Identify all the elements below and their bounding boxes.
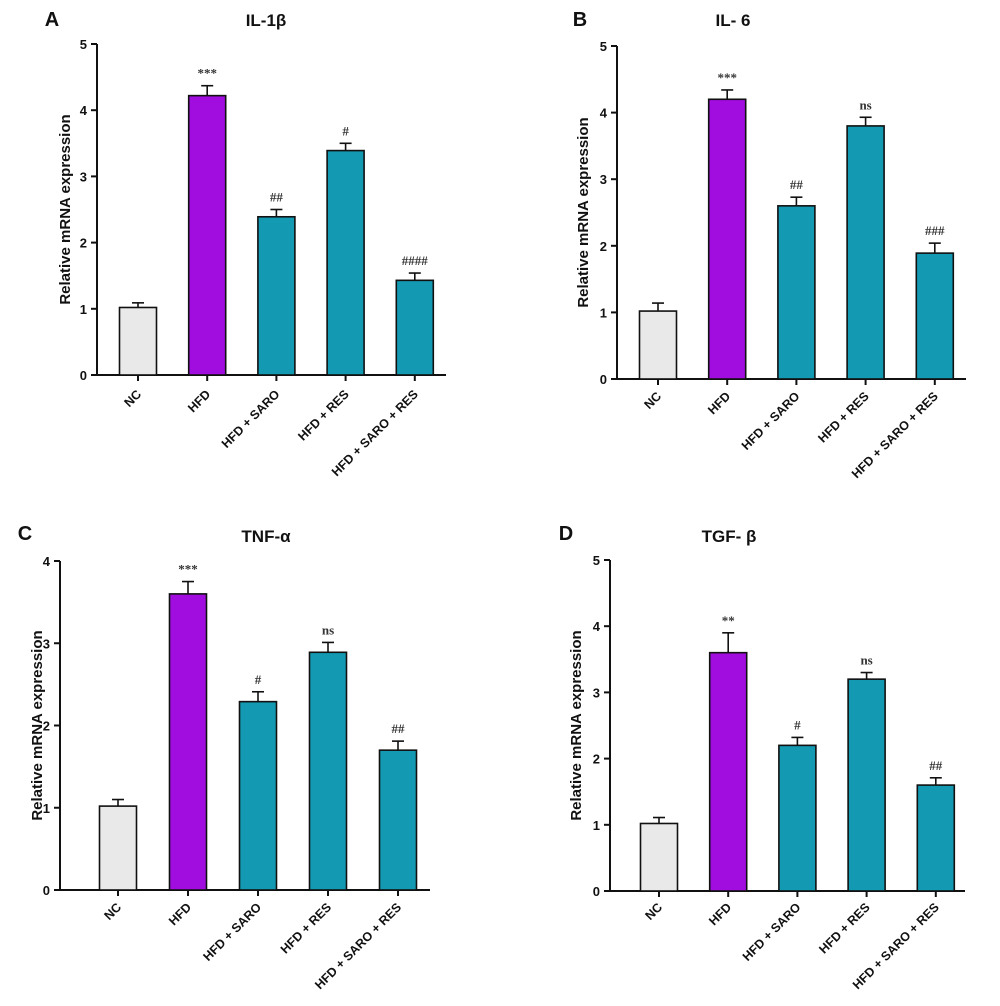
y-tick-label-c: 1 bbox=[43, 801, 50, 816]
chart-title-b: IL- 6 bbox=[716, 11, 751, 30]
bar-a-5 bbox=[395, 279, 435, 376]
bar-c-5 bbox=[378, 749, 418, 891]
y-axis-label-a: Relative mRNA expression bbox=[57, 114, 74, 304]
y-tick-label-b: 3 bbox=[600, 172, 607, 187]
significance-label-b: ### bbox=[925, 223, 945, 238]
bar-b-5 bbox=[915, 252, 955, 380]
chart-d-svg: D TGF- β Relative mRNA expression 0 1 2 3 4 5 NC *… bbox=[559, 523, 965, 992]
bar-d-4 bbox=[847, 678, 886, 892]
bar-a-1 bbox=[118, 306, 158, 376]
significance-label-a: #### bbox=[402, 253, 429, 268]
bar-a-3 bbox=[257, 215, 296, 376]
category-label-d: HFD bbox=[706, 900, 734, 928]
category-label-c: HFD + SARO bbox=[200, 900, 264, 964]
bar-c-1 bbox=[98, 805, 138, 891]
chart-panel-c: C TNF-α Relative mRNA expression 0 1 2 3 4 NC ***… bbox=[0, 510, 500, 1006]
y-tick-label-b: 1 bbox=[600, 305, 607, 320]
y-tick-label-b: 0 bbox=[600, 372, 607, 387]
chart-c-svg: C TNF-α Relative mRNA expression 0 1 2 3 4 NC ***… bbox=[18, 523, 430, 992]
y-tick-label-b: 4 bbox=[600, 106, 608, 121]
y-tick-label-b: 2 bbox=[600, 239, 607, 254]
chart-title-c: TNF-α bbox=[241, 527, 291, 546]
chart-title-d: TGF- β bbox=[702, 527, 757, 546]
category-label-c: NC bbox=[101, 900, 124, 923]
category-label-b: HFD bbox=[705, 389, 733, 417]
y-tick-label-d: 1 bbox=[593, 818, 600, 833]
significance-label-c: ns bbox=[322, 622, 334, 637]
y-tick-label-d: 3 bbox=[593, 685, 600, 700]
y-tick-label-c: 2 bbox=[43, 719, 50, 734]
category-label-b: HFD + RES bbox=[815, 389, 871, 445]
y-tick-label-a: 3 bbox=[80, 169, 87, 184]
chart-panel-d: D TGF- β Relative mRNA expression 0 1 2 3 4 5 NC *… bbox=[520, 510, 1000, 1006]
chart-panel-a: A IL-1β Relative mRNA expression 0 1 2 3 4 5 NC **… bbox=[0, 0, 500, 500]
significance-label-a: # bbox=[342, 123, 349, 138]
chart-b-svg: B IL- 6 Relative mRNA expression 0 1 2 3 4 5 NC **… bbox=[573, 9, 966, 481]
category-label-a: HFD + SARO bbox=[219, 387, 283, 451]
bar-c-4 bbox=[308, 651, 348, 891]
bar-c-3 bbox=[238, 700, 278, 891]
y-tick-label-d: 2 bbox=[593, 752, 600, 767]
y-tick-label-a: 1 bbox=[80, 302, 87, 317]
chart-title-a: IL-1β bbox=[246, 11, 287, 30]
significance-label-d: # bbox=[794, 717, 801, 732]
bar-d-1 bbox=[639, 822, 679, 892]
y-tick-label-a: 0 bbox=[80, 368, 87, 383]
y-tick-label-c: 4 bbox=[43, 554, 51, 569]
bar-b-1 bbox=[638, 310, 678, 380]
y-tick-label-a: 4 bbox=[80, 103, 88, 118]
panel-letter-d: D bbox=[559, 523, 573, 545]
category-label-c: HFD + RES bbox=[278, 900, 334, 956]
y-tick-label-d: 5 bbox=[593, 553, 600, 568]
bar-b-2 bbox=[707, 98, 747, 380]
y-tick-label-b: 5 bbox=[600, 39, 607, 54]
chart-a-svg: A IL-1β Relative mRNA expression 0 1 2 3 4 5 NC **… bbox=[45, 9, 446, 479]
significance-label-d: ** bbox=[722, 613, 735, 628]
y-tick-label-a: 5 bbox=[80, 37, 87, 52]
significance-label-c: ## bbox=[392, 721, 406, 736]
significance-label-b: ns bbox=[859, 97, 871, 112]
bar-d-3 bbox=[778, 744, 817, 892]
significance-label-d: ## bbox=[929, 758, 943, 773]
category-label-d: HFD + RES bbox=[816, 900, 872, 956]
bar-d-2 bbox=[708, 651, 748, 892]
significance-label-c: # bbox=[255, 672, 262, 687]
y-tick-label-c: 0 bbox=[43, 883, 50, 898]
chart-panel-b: B IL- 6 Relative mRNA expression 0 1 2 3 4 5 NC **… bbox=[520, 0, 1000, 500]
y-axis-label-b: Relative mRNA expression bbox=[575, 117, 592, 307]
bar-b-4 bbox=[846, 125, 885, 380]
category-label-b: HFD + SARO bbox=[739, 389, 803, 453]
significance-label-b: ## bbox=[790, 177, 804, 192]
category-label-d: NC bbox=[642, 900, 665, 923]
significance-label-a: ## bbox=[270, 190, 284, 205]
y-tick-label-a: 2 bbox=[80, 236, 87, 251]
bar-a-2 bbox=[187, 94, 227, 376]
bar-b-3 bbox=[777, 205, 816, 380]
significance-label-c: *** bbox=[178, 562, 198, 577]
category-label-b: NC bbox=[641, 389, 664, 412]
y-tick-label-d: 0 bbox=[593, 884, 600, 899]
significance-label-d: ns bbox=[860, 653, 872, 668]
bar-d-5 bbox=[916, 784, 956, 892]
panel-letter-b: B bbox=[573, 9, 587, 31]
bar-a-4 bbox=[326, 149, 365, 376]
significance-label-a: *** bbox=[197, 66, 217, 81]
category-label-a: HFD bbox=[185, 387, 213, 415]
y-tick-label-d: 4 bbox=[593, 619, 601, 634]
category-label-a: HFD + RES bbox=[295, 387, 351, 443]
category-label-c: HFD bbox=[166, 900, 194, 928]
panel-letter-a: A bbox=[45, 9, 59, 31]
y-tick-label-c: 3 bbox=[43, 636, 50, 651]
category-label-a: NC bbox=[121, 387, 144, 410]
y-axis-label-d: Relative mRNA expression bbox=[568, 630, 585, 820]
bar-c-2 bbox=[168, 593, 208, 891]
category-label-d: HFD + SARO bbox=[740, 900, 804, 964]
panel-letter-c: C bbox=[18, 523, 32, 545]
y-axis-label-c: Relative mRNA expression bbox=[29, 630, 46, 820]
significance-label-b: *** bbox=[717, 70, 737, 85]
